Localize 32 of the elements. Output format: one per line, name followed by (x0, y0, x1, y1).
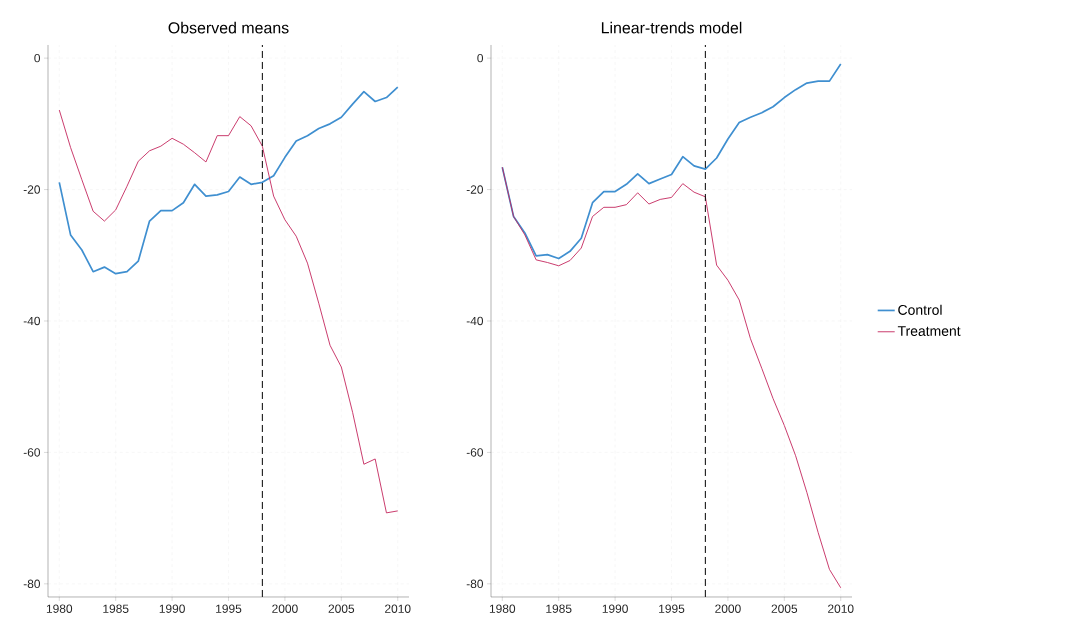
line-series (58, 86, 399, 275)
x-tick-label: 2005 (771, 604, 798, 613)
x-tick-label: 1995 (659, 604, 685, 613)
y-tick-label: -80 (466, 579, 484, 589)
y-tick-label: -20 (466, 185, 484, 194)
chart-title: Observed means (168, 21, 289, 34)
chart-title: Linear-trends model (601, 21, 742, 34)
legend-label: Treatment (897, 326, 961, 336)
line-series (58, 109, 399, 514)
line-series (501, 166, 842, 589)
y-tick-label: -60 (23, 448, 41, 457)
x-tick-label: 1990 (159, 604, 185, 613)
y-tick-label: -40 (23, 316, 41, 326)
x-tick-label: 2010 (385, 604, 411, 613)
x-tick-label: 2000 (715, 604, 741, 613)
y-tick-label: -80 (23, 579, 41, 589)
y-tick-label: 0 (477, 53, 484, 63)
x-tick-label: 1980 (489, 604, 516, 613)
x-tick-label: 1990 (602, 604, 628, 613)
x-tick-label: 1985 (546, 604, 572, 613)
legend-label: Control (898, 304, 942, 315)
x-tick-label: 1995 (216, 604, 242, 613)
x-tick-label: 1980 (46, 604, 73, 613)
y-tick-label: 0 (34, 53, 41, 63)
x-tick-label: 2005 (328, 604, 355, 613)
x-tick-label: 1985 (103, 604, 129, 613)
y-tick-label: -20 (23, 185, 41, 194)
x-tick-label: 2000 (272, 604, 298, 613)
x-tick-label: 2010 (828, 604, 854, 613)
line-series (501, 63, 842, 260)
y-tick-label: -40 (466, 316, 484, 326)
y-tick-label: -60 (466, 448, 484, 457)
